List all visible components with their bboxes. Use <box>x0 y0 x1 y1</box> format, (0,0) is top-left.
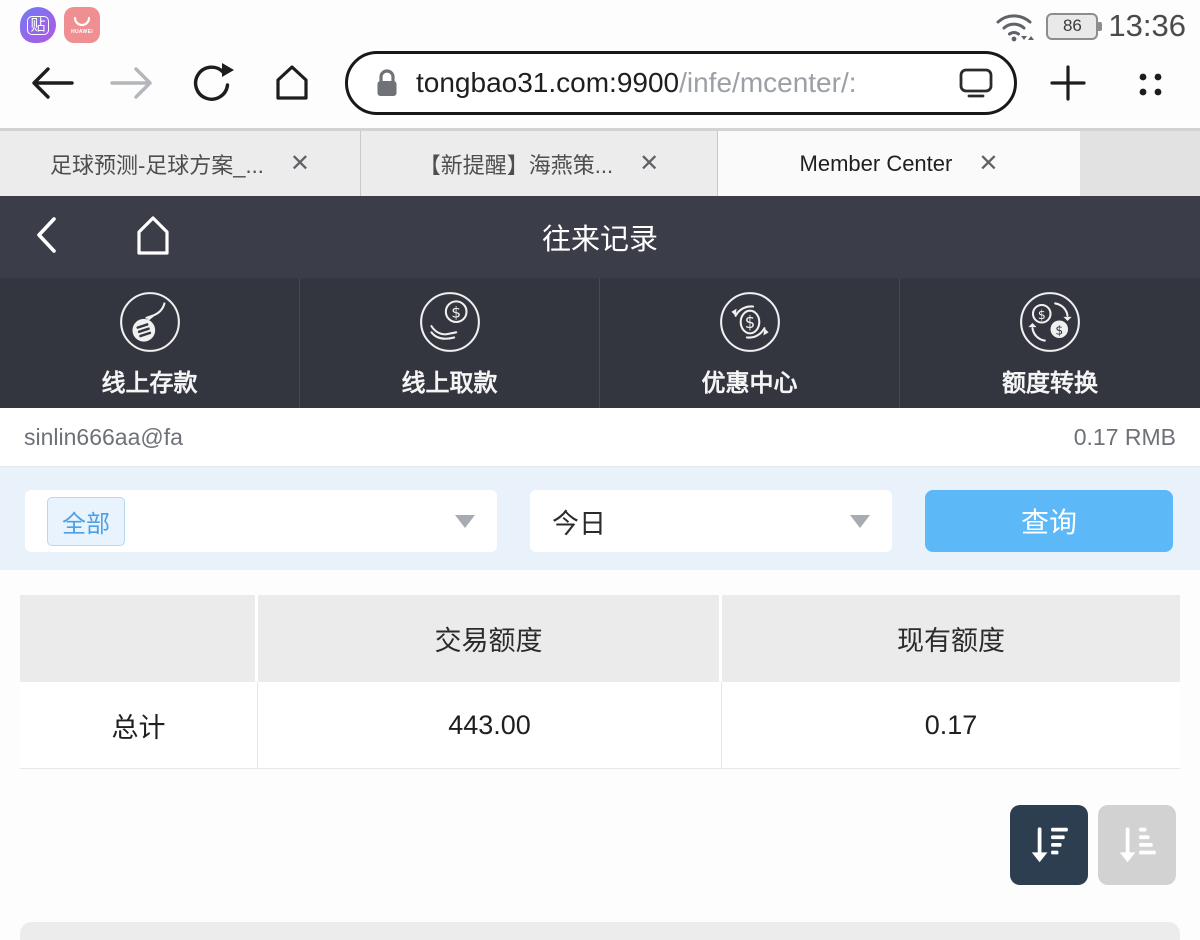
chevron-down-icon <box>455 514 475 528</box>
svg-text:$: $ <box>451 303 461 321</box>
nav-label: 额度转换 <box>1002 369 1098 397</box>
date-filter-dropdown[interactable]: 今日 <box>530 490 892 552</box>
status-indicators: 86 13:36 <box>994 8 1186 44</box>
quick-nav: 线上存款 $ 线上取款 $ 优惠中心 <box>0 278 1200 408</box>
withdraw-icon: $ <box>419 291 480 352</box>
type-filter-dropdown[interactable]: 全部 <box>25 490 497 552</box>
nav-label: 线上取款 <box>401 369 498 397</box>
table-header-row: 交易额度 现有额度 <box>20 595 1180 682</box>
chevron-left-icon <box>37 216 56 253</box>
nav-promo-center[interactable]: $ 优惠中心 <box>600 278 900 408</box>
home-button[interactable] <box>267 58 317 108</box>
filter-bar: 全部 今日 查询 <box>0 467 1200 570</box>
url-host: tongbao31.com:9900 <box>416 67 680 98</box>
sort-descending-icon <box>1031 827 1068 863</box>
deposit-icon <box>119 291 180 352</box>
total-trade-amount: 443.00 <box>258 682 722 769</box>
refresh-icon <box>193 63 234 101</box>
tab-strip: 足球预测-足球方案_... ✕ 【新提醒】海燕策... ✕ Member Cen… <box>0 128 1200 196</box>
query-button[interactable]: 查询 <box>925 490 1173 552</box>
back-button[interactable] <box>27 58 77 108</box>
page-back-button[interactable] <box>30 212 64 263</box>
tab-close-icon[interactable]: ✕ <box>978 149 999 177</box>
home-outline-icon <box>137 215 169 255</box>
wifi-icon <box>996 14 1035 42</box>
tab-member-center[interactable]: Member Center ✕ <box>718 131 1080 196</box>
svg-text:$: $ <box>1055 323 1063 337</box>
account-username: sinlin666aa@fa <box>24 423 183 450</box>
lock-icon <box>377 69 397 96</box>
transfer-icon: $ $ <box>1020 291 1080 352</box>
table-header-current-quota: 现有额度 <box>722 595 1180 682</box>
battery-level: 86 <box>1062 16 1082 35</box>
total-current-quota: 0.17 <box>722 682 1180 769</box>
tieba-app-icon[interactable]: 贴 <box>20 7 56 43</box>
clock: 13:36 <box>1108 8 1186 43</box>
url-path: /infe/mcenter/: <box>679 67 857 98</box>
shopping-bag-icon <box>73 16 91 27</box>
plus-icon <box>1050 65 1086 101</box>
tab-title: Member Center <box>799 150 953 176</box>
huawei-app-label: HUAWEI <box>71 29 93 35</box>
total-label: 总计 <box>20 682 258 769</box>
table-header-blank <box>20 595 258 682</box>
page-home-button[interactable] <box>128 212 178 263</box>
tab-close-icon[interactable]: ✕ <box>289 149 310 177</box>
next-card-peek <box>20 922 1180 940</box>
sort-ascending-icon <box>1119 827 1156 863</box>
menu-button[interactable] <box>1125 58 1175 108</box>
forward-arrow-icon <box>110 67 152 99</box>
home-icon <box>276 65 308 100</box>
battery-indicator: 86 <box>1046 12 1103 40</box>
forward-button[interactable] <box>107 58 157 108</box>
tab-title: 【新提醒】海燕策... <box>418 152 614 178</box>
account-balance: 0.17 RMB <box>1073 423 1176 450</box>
tab-football-forecast[interactable]: 足球预测-足球方案_... ✕ <box>0 131 361 196</box>
promo-icon: $ <box>719 291 780 352</box>
url-bar[interactable]: tongbao31.com:9900/infe/mcenter/: <box>345 51 1017 115</box>
huawei-appgallery-icon[interactable]: HUAWEI <box>64 7 100 43</box>
date-filter-value: 今日 <box>552 508 606 539</box>
back-arrow-icon <box>32 67 74 99</box>
tieba-app-label: 贴 <box>27 15 49 35</box>
desktop-mode-icon[interactable] <box>956 66 996 100</box>
tab-close-icon[interactable]: ✕ <box>639 149 660 177</box>
four-dot-menu-icon <box>1139 73 1162 96</box>
sort-ascending-button[interactable] <box>1098 805 1176 885</box>
nav-label: 线上存款 <box>101 369 198 397</box>
nav-online-deposit[interactable]: 线上存款 <box>0 278 300 408</box>
page-title: 往来记录 <box>541 224 658 256</box>
url-text: tongbao31.com:9900/infe/mcenter/: <box>416 67 956 99</box>
table-row-total: 总计 443.00 0.17 <box>20 682 1180 769</box>
refresh-button[interactable] <box>187 58 237 108</box>
tab-title: 足球预测-足球方案_... <box>49 152 264 178</box>
table-header-trade-amount: 交易额度 <box>258 595 722 682</box>
svg-text:$: $ <box>1038 307 1046 321</box>
sort-descending-button[interactable] <box>1010 805 1088 885</box>
account-row: sinlin666aa@fa 0.17 RMB <box>0 408 1200 467</box>
chevron-down-icon <box>850 514 870 528</box>
query-button-label: 查询 <box>1020 507 1077 538</box>
nav-online-withdraw[interactable]: $ 线上取款 <box>300 278 600 408</box>
tab-haiyan-alert[interactable]: 【新提醒】海燕策... ✕ <box>361 131 718 196</box>
nav-quota-transfer[interactable]: $ $ 额度转换 <box>900 278 1200 408</box>
nav-label: 优惠中心 <box>701 369 798 397</box>
type-filter-value: 全部 <box>47 496 125 546</box>
summary-table: 交易额度 现有额度 总计 443.00 0.17 <box>20 595 1180 769</box>
new-tab-button[interactable] <box>1043 58 1093 108</box>
svg-text:$: $ <box>744 313 755 332</box>
page-header: 往来记录 <box>0 196 1200 278</box>
